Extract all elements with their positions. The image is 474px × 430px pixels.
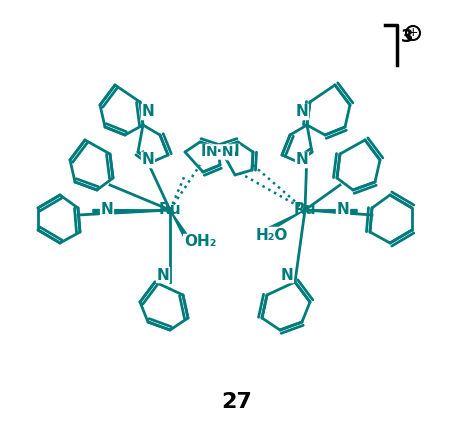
Text: N·N: N·N <box>206 145 234 159</box>
Text: N: N <box>142 104 155 120</box>
Text: +: + <box>408 27 419 40</box>
Text: N: N <box>296 153 309 168</box>
Text: N: N <box>227 144 239 160</box>
Text: N: N <box>100 203 113 218</box>
Text: N: N <box>296 104 309 120</box>
Text: N: N <box>201 144 213 160</box>
Polygon shape <box>305 209 357 215</box>
Text: N: N <box>337 203 349 218</box>
Text: N: N <box>156 267 169 283</box>
Text: 3: 3 <box>401 28 413 46</box>
Text: Ru: Ru <box>294 203 316 218</box>
Text: Ru: Ru <box>159 203 182 218</box>
Text: OH₂: OH₂ <box>184 234 216 249</box>
Polygon shape <box>170 210 187 236</box>
Polygon shape <box>267 210 305 232</box>
Text: N: N <box>142 153 155 168</box>
Polygon shape <box>93 209 170 215</box>
Text: H₂O: H₂O <box>256 227 288 243</box>
Text: N: N <box>281 267 293 283</box>
Text: 27: 27 <box>221 392 253 412</box>
